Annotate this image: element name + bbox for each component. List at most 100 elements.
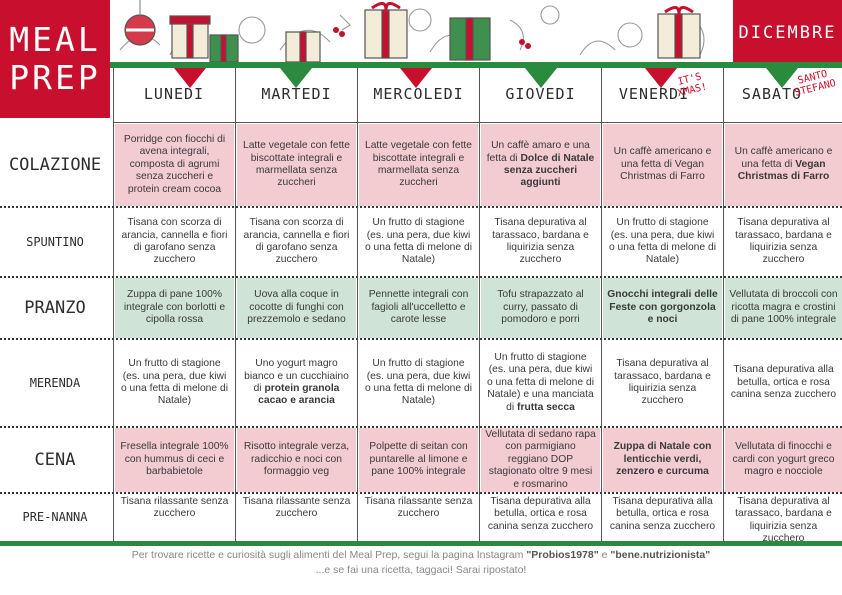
meal-cell-cena-wednesday: Polpette di seitan con puntarelle al lim… <box>359 428 478 492</box>
meal-text: Un caffè americano e una fetta di Vegan … <box>613 146 712 183</box>
meal-text: Gnocchi integrali delle Feste con gorgon… <box>607 289 718 326</box>
meal-cell-merenda-monday: Un frutto di stagione (es. una pera, due… <box>115 340 234 426</box>
meal-text: Risotto integrale verza, radicchio e noc… <box>243 441 350 478</box>
meal-cell-merenda-friday: Tisana depurativa al tarassaco, bardana … <box>603 340 722 426</box>
footer-note: Per trovare ricette e curiosità sugli al… <box>0 548 842 578</box>
meal-cell-cena-monday: Fresella integrale 100% con hummus di ce… <box>115 428 234 492</box>
meal-cell-spuntino-thursday: Tisana depurativa al tarassaco, bardana … <box>481 208 600 276</box>
meal-cell-pranzo-saturday: Vellutata di broccoli con ricotta magra … <box>725 278 842 338</box>
day-marker <box>766 68 798 88</box>
footer-band <box>0 541 842 546</box>
day-header-friday: VENERDI <box>618 85 690 103</box>
meal-cell-colazione-tuesday: Latte vegetale con fette biscottate inte… <box>237 124 356 206</box>
meal-cell-merenda-saturday: Tisana depurativa alla betulla, ortica e… <box>725 340 842 426</box>
row-divider <box>0 276 842 278</box>
title-line2: PREP <box>9 58 101 97</box>
footer-line2: ...e se fai una ricetta, taggaci! Sarai … <box>315 564 527 576</box>
meal-cell-colazione-wednesday: Latte vegetale con fette biscottate inte… <box>359 124 478 206</box>
meal-cell-spuntino-friday: Un frutto di stagione (es. una pera, due… <box>603 208 722 276</box>
day-marker <box>174 68 206 88</box>
day-marker <box>280 68 312 88</box>
meal-text: Tisana depurativa al tarassaco, bardana … <box>735 217 832 266</box>
meal-text: Un frutto di stagione (es. una pera, due… <box>486 351 595 413</box>
month-label: DICEMBRE <box>733 0 842 66</box>
meal-text: Vellutata di finocchi e cardi con yogurt… <box>732 441 835 478</box>
meal-text: Zuppa di Natale con lenticchie verdi, ze… <box>613 441 712 478</box>
meal-text: Vellutata di sedano rapa con parmigiano … <box>485 428 596 490</box>
meal-cell-colazione-monday: Porridge con fiocchi di avena integrali,… <box>115 124 234 206</box>
header-band <box>110 62 842 68</box>
meal-cell-pre-nanna-monday: Tisana rilassante senza zucchero <box>115 494 234 540</box>
footer-text: e <box>598 549 611 561</box>
row-divider <box>0 492 842 494</box>
meal-cell-cena-friday: Zuppa di Natale con lenticchie verdi, ze… <box>603 428 722 492</box>
meal-text: Fresella integrale 100% con hummus di ce… <box>120 441 229 478</box>
meal-text: Tofu strapazzato al curry, passato di po… <box>497 289 584 326</box>
row-divider <box>0 206 842 208</box>
day-header-saturday: SABATO <box>741 85 803 103</box>
meal-text: Tisana rilassante senza zucchero <box>364 496 473 520</box>
meal-cell-pre-nanna-saturday: Tisana depurativa al tarassaco, bardana … <box>725 494 842 544</box>
meal-text: Un caffè americano e una fetta di Vegan … <box>734 146 833 183</box>
column-divider <box>723 68 724 541</box>
meal-text: Tisana depurativa alla betulla, ortica e… <box>609 496 716 532</box>
meal-text: Polpette di seitan con puntarelle al lim… <box>369 441 468 478</box>
day-marker <box>645 68 677 88</box>
row-label-pre-nanna: PRE-NANNA <box>22 510 88 524</box>
meal-text: Tisana rilassante senza zucchero <box>242 496 351 520</box>
row-divider <box>0 426 842 428</box>
gift-icon <box>169 2 701 62</box>
meal-text: Tisana depurativa alla betulla, ortica e… <box>730 364 837 401</box>
meal-cell-pre-nanna-tuesday: Tisana rilassante senza zucchero <box>237 494 356 540</box>
column-divider <box>601 68 602 541</box>
meal-cell-colazione-saturday: Un caffè americano e una fetta di Vegan … <box>725 124 842 206</box>
meal-text: Un frutto di stagione (es. una pera, due… <box>364 217 473 266</box>
meal-cell-pranzo-thursday: Tofu strapazzato al curry, passato di po… <box>481 278 600 338</box>
meal-text: Zuppa di pane 100% integrale con borlott… <box>123 289 226 326</box>
meal-text: Tisana con scorza di arancia, cannella e… <box>243 217 350 266</box>
row-label-merenda: MERENDA <box>29 376 81 390</box>
column-divider <box>357 68 358 541</box>
meal-text: Tisana depurativa al tarassaco, bardana … <box>735 496 832 545</box>
day-marker <box>525 68 557 88</box>
meal-text: Porridge con fiocchi di avena integrali,… <box>123 133 226 195</box>
row-divider <box>0 338 842 340</box>
meal-cell-pranzo-friday: Gnocchi integrali delle Feste con gorgon… <box>603 278 722 338</box>
meal-text: Un caffè amaro e una fetta di Dolce di N… <box>486 140 595 189</box>
row-label-spuntino: SPUNTINO <box>26 235 84 249</box>
meal-cell-cena-thursday: Vellutata di sedano rapa con parmigiano … <box>481 428 600 492</box>
christmas-decorations <box>119 0 705 62</box>
column-divider <box>113 68 114 541</box>
meal-text: Tisana depurativa alla betulla, ortica e… <box>487 496 594 532</box>
meal-text: Un frutto di stagione (es. una pera, due… <box>608 217 717 266</box>
meal-text: Uno yogurt magro bianco e un cucchiaino … <box>244 358 349 407</box>
meal-cell-cena-tuesday: Risotto integrale verza, radicchio e noc… <box>237 428 356 492</box>
meal-cell-pre-nanna-friday: Tisana depurativa alla betulla, ortica e… <box>603 494 722 540</box>
meal-cell-pranzo-tuesday: Uova alla coque in cocotte di funghi con… <box>237 278 356 338</box>
column-divider <box>235 68 236 541</box>
meal-text: Tisana depurativa al tarassaco, bardana … <box>492 217 589 266</box>
ornament-icon <box>124 0 156 46</box>
meal-cell-colazione-thursday: Un caffè amaro e una fetta di Dolce di N… <box>481 124 600 206</box>
meal-cell-colazione-friday: Un caffè americano e una fetta di Vegan … <box>603 124 722 206</box>
meal-text: Vellutata di broccoli con ricotta magra … <box>729 289 838 326</box>
meal-cell-spuntino-saturday: Tisana depurativa al tarassaco, bardana … <box>725 208 842 276</box>
meal-text: Pennette integrali con fagioli all'uccel… <box>368 289 469 326</box>
meal-text: Tisana rilassante senza zucchero <box>120 496 229 520</box>
meal-cell-spuntino-monday: Tisana con scorza di arancia, cannella e… <box>115 208 234 276</box>
row-label-cena: CENA <box>34 450 76 470</box>
day-marker <box>400 68 432 88</box>
meal-cell-spuntino-wednesday: Un frutto di stagione (es. una pera, due… <box>359 208 478 276</box>
instagram-handle-probios[interactable]: "Probios1978" <box>526 549 599 561</box>
day-header-tuesday: MARTEDI <box>261 85 332 103</box>
footer-line1: Per trovare ricette e curiosità sugli al… <box>0 548 842 563</box>
instagram-handle-nutrizionista[interactable]: "bene.nutrizionista" <box>610 549 711 561</box>
meal-cell-cena-saturday: Vellutata di finocchi e cardi con yogurt… <box>725 428 842 492</box>
meal-text: Un frutto di stagione (es. una pera, due… <box>364 358 473 407</box>
meal-text: Uova alla coque in cocotte di funghi con… <box>247 289 346 326</box>
meal-text: Latte vegetale con fette biscottate inte… <box>242 140 351 189</box>
meal-cell-pre-nanna-thursday: Tisana depurativa alla betulla, ortica e… <box>481 494 600 540</box>
day-header-wednesday: MERCOLEDI <box>373 85 464 103</box>
header-divider <box>113 122 842 123</box>
meal-text: Latte vegetale con fette biscottate inte… <box>364 140 473 189</box>
